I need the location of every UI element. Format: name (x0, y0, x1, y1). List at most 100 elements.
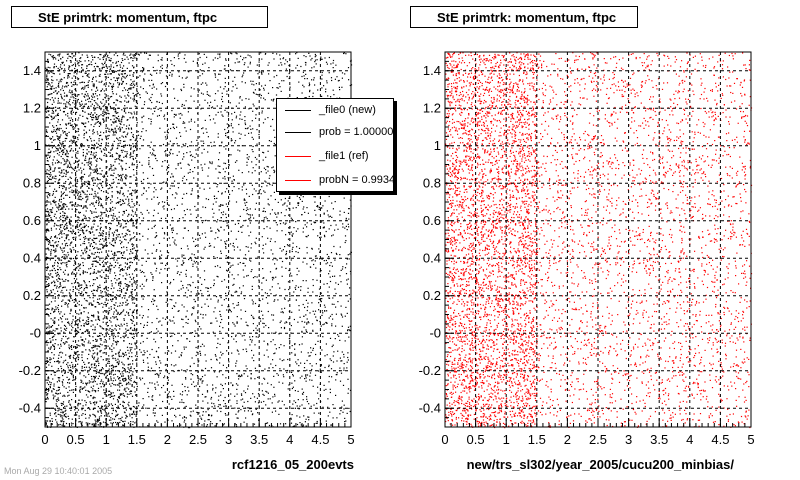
scatter-point (76, 157, 78, 159)
scatter-point (97, 410, 99, 412)
scatter-point (171, 307, 173, 309)
scatter-point (61, 381, 63, 383)
scatter-point (79, 105, 81, 107)
scatter-point (108, 390, 110, 392)
scatter-point (69, 222, 71, 224)
scatter-point (114, 134, 116, 136)
scatter-point (62, 335, 64, 337)
scatter-point (311, 248, 313, 250)
chart-title: StE primtrk: momentum, ftpc (11, 6, 268, 28)
scatter-point (246, 161, 248, 163)
scatter-point (252, 336, 254, 338)
scatter-point (139, 75, 141, 77)
scatter-point (105, 372, 107, 374)
scatter-point (279, 321, 281, 324)
scatter-point (52, 58, 54, 60)
scatter-point (133, 203, 135, 205)
scatter-point (67, 57, 69, 59)
scatter-point (62, 214, 64, 217)
scatter-point (138, 259, 140, 261)
scatter-point (119, 82, 121, 84)
scatter-point (83, 214, 85, 216)
scatter-point (93, 234, 95, 236)
scatter-point (132, 152, 134, 154)
scatter-point (63, 394, 65, 396)
scatter-point (142, 192, 145, 195)
scatter-point (57, 410, 59, 412)
scatter-point (273, 76, 275, 78)
scatter-point (46, 269, 48, 271)
scatter-point (237, 246, 239, 248)
scatter-point (130, 127, 132, 129)
scatter-point (168, 350, 170, 352)
scatter-point (116, 414, 118, 416)
scatter-point (213, 283, 215, 285)
scatter-point (84, 258, 86, 260)
scatter-point (136, 362, 138, 364)
scatter-point (125, 334, 127, 336)
scatter-point (187, 284, 189, 286)
scatter-point (61, 67, 63, 70)
scatter-point (98, 419, 101, 421)
scatter-point (121, 73, 124, 75)
scatter-point (103, 373, 105, 375)
scatter-point (163, 208, 165, 210)
scatter-point (64, 405, 66, 407)
scatter-point (45, 366, 48, 368)
scatter-point (60, 416, 62, 418)
scatter-point (47, 160, 49, 162)
scatter-point (51, 103, 53, 105)
scatter-point (108, 394, 110, 396)
scatter-point (126, 144, 128, 146)
scatter-point (70, 139, 72, 141)
scatter-point (50, 169, 52, 171)
scatter-point (315, 363, 317, 365)
scatter-point (282, 58, 284, 60)
scatter-point (72, 340, 74, 342)
scatter-point (117, 174, 119, 176)
scatter-point (66, 222, 68, 224)
scatter-point (187, 163, 189, 165)
scatter-point (51, 390, 53, 392)
scatter-point (95, 171, 97, 173)
scatter-point (265, 53, 267, 55)
scatter-point (308, 322, 310, 324)
scatter-point (244, 339, 246, 341)
scatter-point (98, 240, 101, 242)
scatter-point (133, 237, 135, 239)
scatter-point (219, 314, 221, 316)
scatter-point (335, 252, 337, 254)
scatter-point (285, 252, 287, 254)
scatter-point (226, 350, 228, 352)
scatter-point (305, 97, 307, 99)
scatter-point (164, 201, 166, 203)
scatter-point (302, 71, 304, 73)
scatter-point (79, 373, 81, 375)
scatter-point (87, 198, 89, 200)
scatter-point (309, 84, 311, 86)
scatter-point (200, 345, 202, 348)
scatter-point (163, 114, 166, 116)
scatter-point (143, 361, 145, 363)
scatter-point (60, 191, 62, 193)
scatter-point (51, 211, 53, 213)
scatter-point (219, 172, 221, 174)
scatter-point (89, 136, 91, 138)
scatter-point (53, 91, 55, 93)
scatter-point (187, 386, 189, 388)
scatter-point (278, 64, 280, 66)
scatter-point (122, 54, 124, 56)
scatter-point (142, 172, 144, 174)
scatter-point (112, 392, 114, 394)
scatter-point (330, 368, 333, 370)
scatter-point (276, 216, 278, 218)
scatter-point (121, 127, 123, 129)
scatter-point (129, 186, 131, 189)
scatter-point (71, 70, 73, 72)
scatter-point (116, 55, 119, 57)
scatter-point (71, 167, 73, 169)
scatter-point (119, 273, 121, 276)
scatter-point (72, 257, 75, 260)
scatter-point (76, 288, 78, 290)
scatter-point (96, 168, 98, 170)
